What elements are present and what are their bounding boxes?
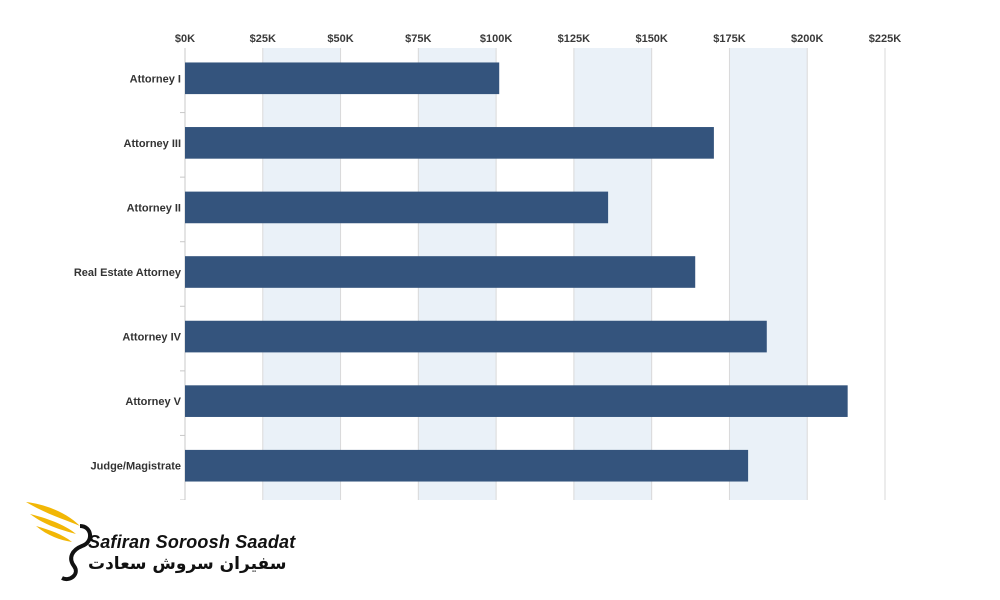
category-label: Attorney II [127, 202, 181, 214]
category-label: Judge/Magistrate [91, 461, 181, 473]
bar [185, 191, 609, 224]
bird-logo-icon [26, 502, 92, 581]
bar [185, 256, 696, 288]
logo-name-persian: سفیران سروش سعادت [88, 554, 287, 574]
category-label: Attorney III [124, 138, 181, 150]
x-tick-label: $200K [791, 33, 823, 45]
category-label: Real Estate Attorney [74, 267, 182, 279]
x-tick-label: $75K [405, 33, 431, 45]
bar [185, 62, 500, 95]
x-tick-label: $150K [635, 33, 667, 45]
salary-bar-chart: $0K $25K $50K $75K $100K $125K $150K $175K $200K… [74, 33, 901, 500]
company-logo: Safiran Soroosh Saadat سفیران سروش سعادت [22, 496, 322, 586]
category-label: Attorney V [125, 396, 181, 408]
x-tick-label: $175K [713, 33, 745, 45]
x-tick-label: $100K [480, 33, 512, 45]
bar [185, 127, 714, 159]
x-tick-label: $0K [175, 33, 195, 45]
x-tick-label: $50K [327, 33, 353, 45]
category-label: Attorney IV [122, 332, 181, 344]
bar [185, 320, 767, 353]
bar [185, 385, 848, 417]
x-tick-label: $225K [869, 33, 901, 45]
grid-band [729, 48, 808, 500]
x-tick-label: $125K [558, 33, 590, 45]
bar [185, 449, 749, 482]
chart-svg: $0K $25K $50K $75K $100K $125K $150K $175K $200K… [74, 33, 901, 500]
logo-name-english: Safiran Soroosh Saadat [88, 532, 296, 552]
category-label: Attorney I [130, 73, 181, 85]
x-tick-label: $25K [250, 33, 276, 45]
